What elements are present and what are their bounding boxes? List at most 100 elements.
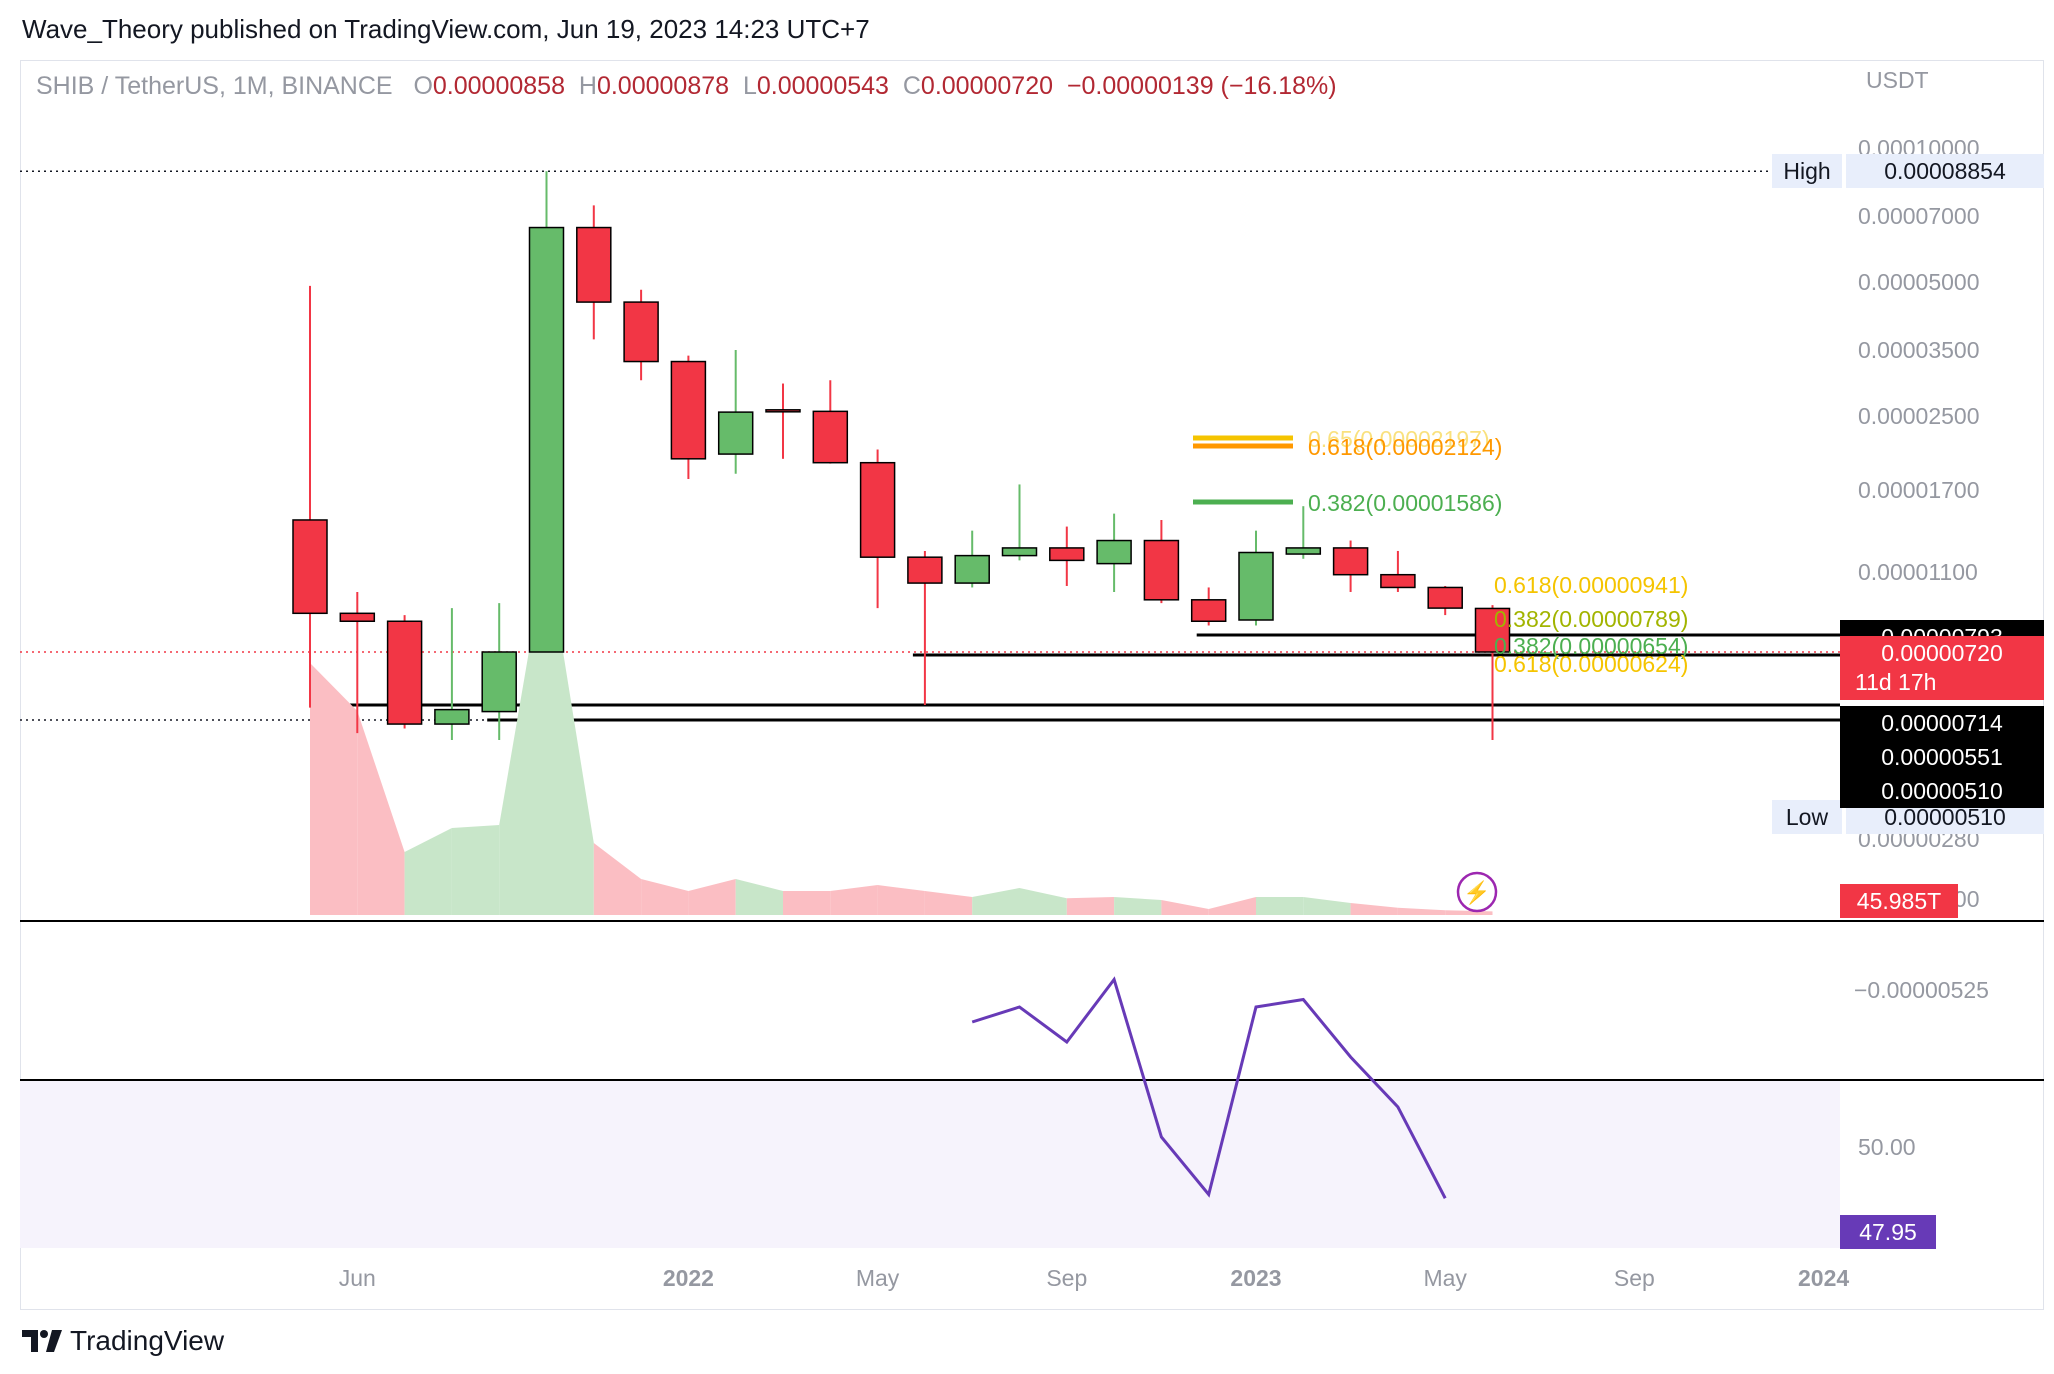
candle-body [1143, 539, 1180, 601]
support-value-bg [1840, 774, 2044, 808]
high-value-bg [1846, 154, 2044, 188]
price-axis-tick: 0.00005000 [1858, 269, 1980, 295]
candle-body [339, 612, 376, 623]
price-axis-tick: 0.00002500 [1858, 403, 1980, 429]
volume-area-segment [924, 891, 973, 915]
low-key: L [742, 72, 757, 100]
candle-body [528, 226, 565, 653]
open-key: O [413, 72, 433, 100]
symbol-name[interactable]: SHIB / TetherUS, 1M, BINANCE [36, 72, 393, 100]
rsi-pane-background [20, 1081, 1840, 1248]
time-axis-tick: May [856, 1265, 900, 1291]
volume-area-segment [877, 885, 925, 915]
time-axis-tick: Sep [1046, 1265, 1087, 1291]
currency-label: USDT [1866, 67, 1929, 93]
volume-area-segment [1066, 897, 1115, 915]
volume-area-segment [783, 891, 831, 915]
candle-body [434, 708, 470, 725]
open-value: 0.00000858 [432, 72, 565, 100]
candle-body [576, 226, 612, 303]
high-tag-bg [1772, 154, 1842, 188]
rsi-axis-tick: 50.00 [1858, 1134, 1916, 1160]
candle-body [954, 554, 990, 584]
candle-body [1190, 599, 1227, 623]
candle-body [386, 620, 423, 725]
volume-area-segment [1208, 897, 1256, 915]
volume-area-segment [1256, 897, 1304, 915]
volume-value-bg [1840, 884, 1958, 918]
candle-body [292, 519, 328, 615]
close-value: 0.00000720 [920, 72, 1054, 100]
candle-body [1238, 551, 1274, 621]
event-marker [1456, 871, 1498, 913]
candle-body [670, 360, 707, 460]
candle-body [1380, 573, 1416, 589]
candle-body [907, 556, 943, 584]
volume-area-segment [735, 879, 783, 915]
time-axis-tick: 2024 [1798, 1265, 1849, 1291]
volume-area-segment [972, 888, 1020, 915]
tradingview-logo-text: TradingView [70, 1325, 225, 1356]
rsi-value-bg [1840, 1215, 1936, 1249]
volume-area-segment [1350, 903, 1398, 915]
volume-area-segment [404, 828, 452, 915]
fib-level-label: 0.65(0.00002197) [1308, 426, 1490, 452]
support-value-bg [1840, 706, 2044, 740]
low-value-label: 0.00000510 [1884, 804, 2006, 830]
volume-area-segment [688, 879, 736, 915]
high-value: 0.00000878 [596, 72, 730, 100]
fib-level-label: 0.382(0.00000789) [1494, 606, 1688, 632]
volume-area-segment [1445, 910, 1493, 915]
volume-area-segment [1019, 888, 1067, 915]
last-price-bg [1840, 636, 2044, 700]
fib-level-label: 0.382(0.00000654) [1494, 633, 1688, 659]
candle-body [623, 301, 659, 363]
price-axis-tick: 0.00001100 [1858, 559, 1978, 585]
candle-body [1285, 547, 1322, 555]
support-value-label: 0.00000714 [1881, 710, 2003, 736]
price-axis-tick: 0.00003500 [1858, 337, 1980, 363]
volume-area-segment [1114, 897, 1162, 915]
tradingview-logo[interactable]: TradingView [22, 1325, 224, 1357]
low-value: 0.00000543 [756, 72, 889, 100]
candle-body [1474, 607, 1511, 653]
candle-body [481, 651, 517, 713]
time-axis-tick: May [1423, 1265, 1467, 1291]
volume-value-label: 45.985T [1857, 888, 1941, 914]
fib-level-label: 0.618(0.00000624) [1494, 651, 1688, 677]
candle-body [1001, 547, 1038, 557]
time-axis-tick: 2022 [663, 1265, 714, 1291]
volume-area-segment [1161, 900, 1209, 915]
close-key: C [902, 72, 921, 100]
volume-area-segment [830, 885, 878, 915]
candle-body [717, 411, 754, 455]
rsi-value-label: 47.95 [1859, 1219, 1917, 1245]
candle-body [812, 410, 849, 464]
time-axis-tick: Jun [339, 1265, 376, 1291]
candle-body [1332, 547, 1369, 576]
candle-body [1049, 547, 1085, 562]
candle-body [1096, 539, 1132, 565]
fib-level-label: 0.618(0.00000941) [1494, 572, 1688, 598]
volume-area-segment [1397, 907, 1446, 915]
candle-body [1427, 586, 1463, 609]
publisher-caption: Wave_Theory published on TradingView.com… [22, 14, 870, 44]
fib-level-label: 0.618(0.00002124) [1308, 434, 1502, 460]
price-axis-tick: 0.00001700 [1858, 477, 1980, 503]
high-key: H [578, 72, 597, 100]
volume-area-segment [357, 711, 405, 915]
time-axis-tick: 2023 [1230, 1265, 1281, 1291]
fib-level-label: 0.382(0.00001586) [1308, 490, 1502, 516]
change-value: −0.00000139 (−16.18%) [1066, 72, 1337, 100]
tradingview-logo-icon [22, 1330, 62, 1352]
symbol-legend: SHIB / TetherUS, 1M, BINANCE O0.00000858… [36, 72, 1337, 101]
volume-area-segment [451, 825, 500, 915]
countdown-label: 11d 17h [1855, 669, 1936, 695]
price-axis-tick: 0.00007000 [1858, 203, 1980, 229]
lower-axis-tick: −0.00000525 [1854, 977, 1989, 1003]
high-value-label: 0.00008854 [1884, 158, 2006, 184]
candle-body [765, 409, 801, 413]
candle-body [859, 461, 896, 558]
support-value-bg [1840, 740, 2044, 774]
